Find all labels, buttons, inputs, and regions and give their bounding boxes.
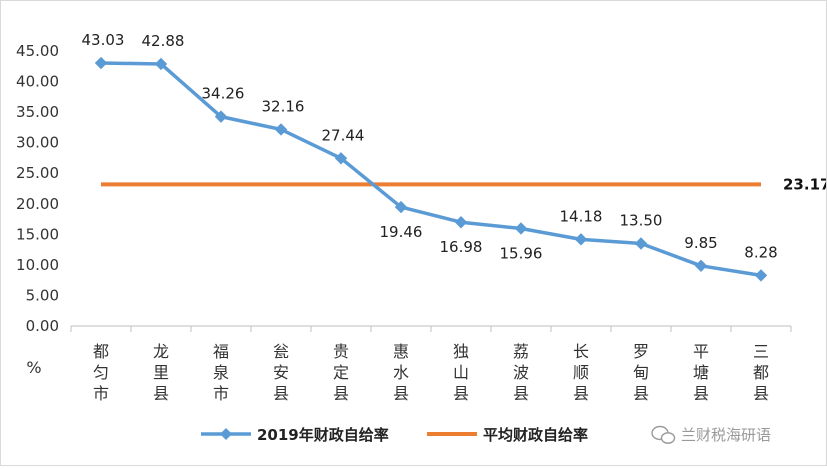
y-tick-label: 40.00 [16,73,59,91]
x-tick-label: 荔波县 [513,342,529,403]
data-label: 27.44 [322,126,365,144]
icon-bubble [660,432,676,444]
y-tick-label: 5.00 [26,286,59,304]
y-tick-label: 30.00 [16,134,59,152]
data-point [154,57,168,71]
data-point [394,200,408,214]
data-label: 9.85 [684,234,717,252]
y-tick-label: 45.00 [16,42,59,60]
data-label: 13.50 [620,212,663,230]
y-tick-label: 25.00 [16,164,59,182]
data-point [694,259,708,273]
x-tick-label: 长顺县 [573,342,589,403]
data-label: 19.46 [380,223,423,241]
y-tick-label: 10.00 [16,256,59,274]
data-label: 15.96 [500,244,543,262]
data-label: 43.03 [82,31,125,49]
x-tick-label: 福泉市 [213,342,229,403]
legend-swatch-marker [220,428,232,440]
data-labels: 43.03 42.88 34.26 32.16 27.44 19.46 16.98 15.96… [82,31,778,262]
data-point [334,152,348,165]
data-point [214,110,228,123]
x-tick-label: 都匀市 [93,342,109,403]
y-unit-label: % [26,358,41,377]
x-tick-label: 龙里县 [153,342,169,403]
data-label: 16.98 [440,238,483,256]
x-tick-label: 罗甸县 [633,342,649,403]
data-point [514,222,528,235]
data-label: 8.28 [744,243,777,261]
x-tick-label: 平塘县 [693,342,709,403]
data-point [574,233,588,246]
y-tick-label: 35.00 [16,103,59,121]
main-series [94,56,768,282]
average-series: 23.17 [101,175,827,193]
watermark-text: 兰财税海研语 [681,426,771,444]
data-point [754,269,768,282]
legend-label: 平均财政自给率 [483,426,588,444]
data-label: 32.16 [262,97,305,115]
series-line [99,61,763,278]
watermark: 兰财税海研语 [651,425,771,444]
data-label: 14.18 [560,207,603,225]
x-tick-label: 惠水县 [393,342,409,403]
x-tick-label: 独山县 [453,342,469,403]
data-point [454,216,468,229]
axes: 0.00 5.00 10.00 15.00 20.00 25.00 30.00 35.00 40… [16,42,792,403]
y-tick-label: 20.00 [16,195,59,213]
legend-label: 2019年财政自给率 [257,426,389,444]
legend: 2019年财政自给率 平均财政自给率 [201,426,588,444]
x-tick-label: 三都县 [753,342,769,403]
data-label: 34.26 [202,85,245,103]
y-tick-label: 15.00 [16,225,59,243]
y-tick-label: 0.00 [26,317,59,335]
data-label: 42.88 [142,32,185,50]
data-point [94,56,108,70]
x-tick-label: 瓮安县 [273,342,289,403]
wechat-icon [651,425,676,444]
data-point [274,123,288,136]
average-label: 23.17 [783,175,826,193]
x-tick-label: 贵定县 [333,342,349,403]
data-point [634,237,648,250]
